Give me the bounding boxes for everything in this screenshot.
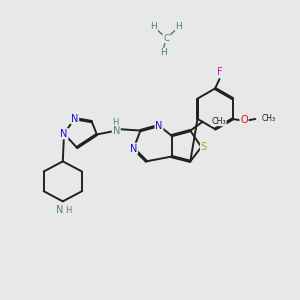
Text: CH₃: CH₃ [211,116,226,125]
Text: N: N [71,114,78,124]
Text: CH₃: CH₃ [261,114,275,123]
Text: F: F [217,68,222,77]
Text: H: H [176,22,182,31]
Text: N: N [112,127,120,136]
Text: N: N [155,121,163,130]
Text: H: H [65,206,71,215]
Text: S: S [201,142,207,152]
Text: N: N [56,205,63,215]
Text: H: H [160,49,167,58]
Text: O: O [240,116,248,125]
Text: N: N [130,143,137,154]
Text: N: N [60,129,68,139]
Text: C: C [163,34,170,43]
Text: H: H [151,22,157,31]
Text: H: H [112,118,118,127]
